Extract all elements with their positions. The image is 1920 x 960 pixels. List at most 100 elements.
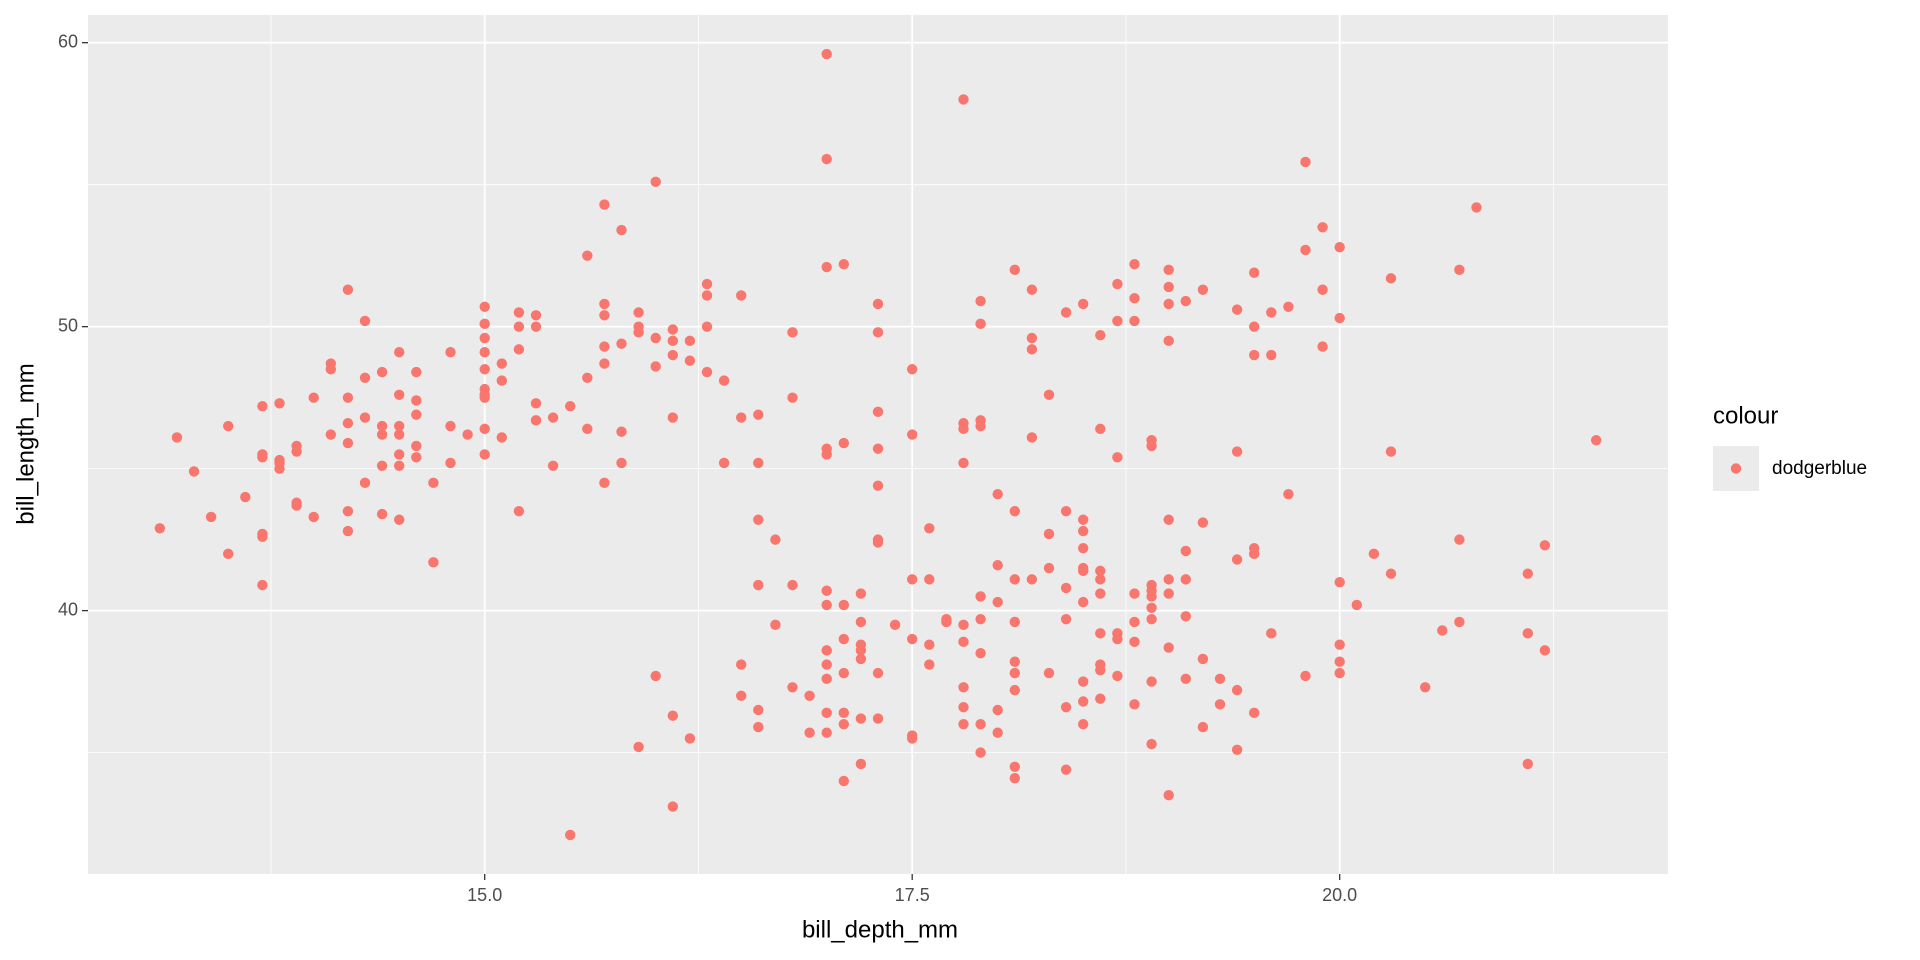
point [1522, 758, 1533, 770]
point [599, 358, 610, 369]
point [821, 673, 832, 684]
point [359, 477, 371, 489]
point [975, 613, 986, 625]
point [257, 400, 268, 412]
point [924, 639, 935, 650]
point [736, 690, 747, 702]
point [906, 733, 918, 744]
point [667, 801, 679, 812]
point [1351, 599, 1362, 611]
point [1129, 616, 1140, 628]
point [1146, 591, 1157, 602]
point [855, 653, 867, 665]
point [188, 466, 200, 477]
point [770, 534, 781, 545]
point [684, 733, 696, 744]
point [838, 437, 850, 449]
point [1026, 574, 1038, 585]
point [838, 775, 850, 787]
point [411, 366, 422, 378]
point [530, 415, 542, 426]
point [633, 307, 644, 318]
point [308, 392, 319, 403]
point [701, 366, 713, 378]
point [1009, 574, 1020, 585]
point [1248, 267, 1260, 278]
point [1300, 156, 1311, 168]
point [1026, 432, 1038, 443]
point [1231, 744, 1243, 755]
point [1197, 721, 1209, 733]
point [1590, 435, 1602, 446]
point [872, 327, 884, 338]
point [257, 452, 268, 463]
point [1163, 298, 1174, 310]
point [650, 670, 661, 682]
point [1043, 667, 1055, 679]
point [1214, 673, 1226, 684]
point [958, 701, 969, 713]
point [1248, 349, 1260, 361]
point [513, 307, 525, 318]
point [975, 719, 986, 730]
point [1197, 517, 1209, 528]
point [889, 619, 901, 631]
point [599, 310, 610, 321]
point [479, 332, 490, 344]
point [394, 420, 405, 432]
point [667, 349, 679, 361]
point [1180, 545, 1191, 557]
point [838, 599, 850, 611]
point [376, 429, 388, 440]
point [667, 710, 679, 721]
point [599, 199, 610, 210]
point [1009, 264, 1020, 276]
point [753, 579, 764, 591]
series [154, 48, 1602, 841]
point [513, 321, 525, 332]
point [1197, 653, 1209, 665]
point [650, 332, 661, 344]
point [1095, 693, 1106, 704]
point [1437, 625, 1448, 636]
point [975, 318, 986, 330]
point [633, 741, 644, 753]
point [376, 420, 388, 432]
point [1077, 596, 1089, 608]
point [394, 429, 405, 440]
point [1043, 562, 1055, 574]
point [1129, 258, 1140, 270]
point [1077, 676, 1089, 687]
point [736, 659, 747, 670]
point [1095, 665, 1106, 676]
point [1231, 304, 1243, 315]
point [547, 460, 559, 471]
point [1454, 534, 1465, 545]
point [1095, 628, 1106, 639]
point [411, 395, 422, 406]
point [479, 347, 490, 358]
point [667, 412, 679, 423]
point [992, 727, 1003, 738]
point [872, 406, 884, 418]
point [530, 310, 542, 321]
point [376, 366, 388, 378]
x-tick-label: 15.0 [467, 885, 502, 905]
point [872, 713, 884, 724]
point [1009, 667, 1020, 679]
point [1163, 335, 1174, 347]
point [821, 449, 832, 460]
point [1077, 565, 1089, 577]
point [530, 321, 542, 332]
point [1009, 761, 1020, 773]
point [205, 511, 217, 523]
point [855, 758, 867, 770]
point [1334, 312, 1345, 324]
point [582, 423, 593, 435]
point [1317, 222, 1328, 233]
point [872, 667, 884, 679]
point [1112, 452, 1123, 463]
point [701, 290, 713, 301]
x-tick-label: 17.5 [895, 885, 930, 905]
